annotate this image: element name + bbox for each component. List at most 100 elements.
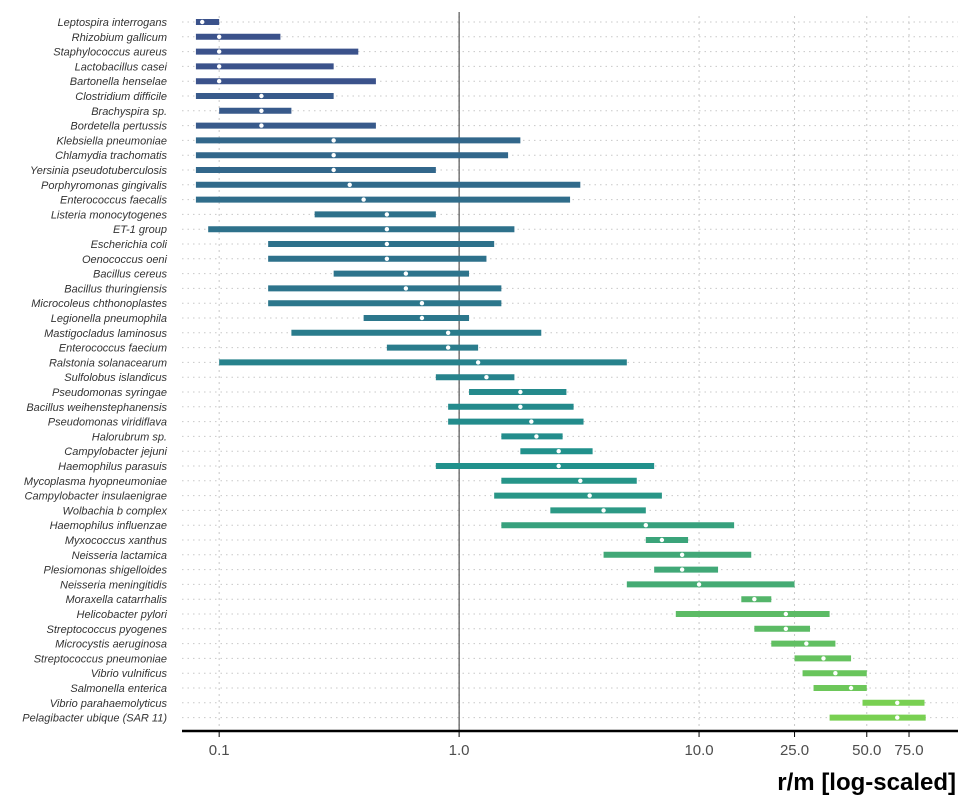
- species-label: Myxococcus xanthus: [65, 535, 168, 547]
- species-label: ET-1 group: [113, 224, 167, 236]
- point-estimate: [804, 641, 809, 646]
- point-estimate: [216, 34, 222, 39]
- species-label: Mycoplasma hyopneumoniae: [24, 476, 167, 488]
- point-estimate: [556, 449, 561, 454]
- species-label: Salmonella enterica: [70, 683, 167, 695]
- point-estimate: [216, 49, 222, 54]
- point-estimate: [361, 197, 366, 202]
- species-label: Bartonella henselae: [70, 76, 167, 88]
- species-label: Legionella pneumophila: [51, 313, 167, 325]
- species-label: Vibrio vulnificus: [91, 668, 168, 680]
- species-label: Campylobacter insulaenigrae: [25, 491, 167, 503]
- species-label: Neisseria lactamica: [72, 550, 167, 562]
- point-estimate: [833, 671, 838, 676]
- point-estimate: [895, 700, 900, 705]
- point-estimate: [518, 404, 523, 409]
- species-labels: Leptospira interrogans Rhizobium gallicum…: [22, 17, 167, 725]
- species-label: Pseudomonas syringae: [52, 387, 167, 399]
- interval-bars: [195, 19, 926, 721]
- point-estimate: [895, 715, 900, 720]
- species-label: Haemophilus influenzae: [50, 520, 167, 532]
- species-label: Bacillus weihenstephanensis: [26, 402, 167, 414]
- point-estimate: [534, 434, 539, 439]
- species-label: Staphylococcus aureus: [53, 47, 167, 59]
- species-label: Rhizobium gallicum: [72, 32, 167, 44]
- point-estimate: [384, 227, 390, 232]
- species-label: Porphyromonas gingivalis: [41, 180, 167, 192]
- species-label: Neisseria meningitidis: [60, 579, 167, 591]
- species-label: Ralstonia solanacearum: [49, 357, 167, 369]
- point-estimate: [259, 108, 264, 114]
- point-estimate: [384, 241, 390, 247]
- species-label: Sulfolobus islandicus: [64, 372, 167, 384]
- point-estimate: [475, 360, 481, 365]
- species-label: Helicobacter pylori: [77, 609, 168, 621]
- point-estimate: [821, 656, 826, 661]
- x-tick-label: 1.0: [449, 742, 470, 759]
- point-estimate: [484, 375, 489, 380]
- species-label: Enterococcus faecalis: [60, 195, 167, 207]
- species-label: Pseudomonas viridiflava: [48, 417, 167, 429]
- point-estimate: [384, 212, 390, 217]
- point-estimate: [783, 611, 789, 617]
- point-estimate: [259, 93, 264, 99]
- species-label: Oenococcus oeni: [82, 254, 168, 266]
- x-tick-label: 50.0: [852, 742, 881, 759]
- species-label: Microcystis aeruginosa: [55, 639, 167, 651]
- x-tick-label: 0.1: [209, 742, 230, 759]
- species-label: Lactobacillus casei: [75, 61, 168, 73]
- species-label: Bacillus thuringiensis: [64, 283, 167, 295]
- species-label: Vibrio parahaemolyticus: [50, 698, 168, 710]
- species-label: Plesiomonas shigelloides: [43, 565, 167, 577]
- species-label: Pelagibacter ubique (SAR 11): [22, 713, 167, 725]
- point-estimate: [445, 330, 451, 335]
- point-estimate: [679, 552, 685, 557]
- species-label: Bacillus cereus: [93, 269, 167, 281]
- species-label: Streptococcus pyogenes: [47, 624, 168, 636]
- point-estimate: [419, 301, 425, 306]
- point-estimate: [783, 626, 789, 631]
- point-estimate: [848, 685, 854, 691]
- point-estimate: [259, 123, 264, 128]
- point-estimate: [200, 19, 205, 25]
- x-axis-label: r/m [log-scaled]: [777, 769, 956, 795]
- point-estimate: [529, 419, 534, 424]
- species-label: Chlamydia trachomatis: [55, 150, 167, 162]
- species-label: Yersinia pseudotuberculosis: [30, 165, 167, 177]
- species-label: Leptospira interrogans: [58, 17, 168, 29]
- x-axis-ticks: 0.1 1.0 10.0 25.0 50.0 75.0: [209, 731, 924, 759]
- species-label: Campylobacter jejuni: [64, 446, 167, 458]
- point-estimate: [601, 508, 606, 513]
- species-label: Streptococcus pneumoniae: [34, 653, 167, 665]
- x-tick-label: 75.0: [894, 742, 923, 759]
- point-estimate: [696, 582, 702, 587]
- point-estimate: [403, 271, 409, 276]
- point-estimate: [752, 597, 757, 602]
- x-tick-label: 10.0: [684, 742, 713, 759]
- point-estimate: [518, 389, 523, 395]
- species-label: Listeria monocytogenes: [51, 209, 168, 221]
- species-label: Enterococcus faecium: [59, 343, 167, 355]
- species-label: Microcoleus chthonoplastes: [31, 298, 167, 310]
- point-estimate: [331, 138, 336, 143]
- point-estimate: [331, 167, 336, 173]
- species-label: Clostridium difficile: [75, 91, 167, 103]
- point-estimate: [216, 79, 222, 84]
- point-estimate: [347, 182, 352, 187]
- species-label: Wolbachia b complex: [62, 505, 167, 517]
- point-estimate: [216, 64, 222, 69]
- point-estimate: [445, 345, 451, 350]
- species-label: Bordetella pertussis: [70, 121, 167, 133]
- point-estimate: [643, 523, 649, 528]
- point-estimate: [419, 315, 425, 321]
- point-estimate: [384, 256, 390, 261]
- species-label: Haemophilus parasuis: [58, 461, 167, 473]
- species-label: Klebsiella pneumoniae: [56, 135, 167, 147]
- point-estimate: [578, 478, 583, 483]
- point-estimates: [200, 19, 900, 720]
- species-label: Mastigocladus laminosus: [44, 328, 167, 340]
- point-estimate: [659, 537, 665, 543]
- point-estimate: [587, 493, 592, 498]
- species-label: Halorubrum sp.: [92, 431, 167, 443]
